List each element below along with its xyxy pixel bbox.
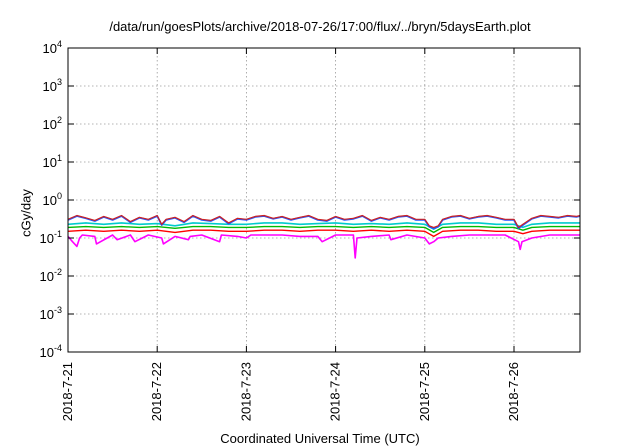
x-tick-label: 2018-7-21 [60, 362, 75, 421]
series-line-series-4 [67, 222, 580, 230]
x-tick-label: 2018-7-24 [328, 362, 343, 421]
y-tick-label: 10-4 [40, 343, 62, 360]
tick-layer [67, 47, 580, 353]
y-tick-label: 10-2 [40, 267, 62, 284]
x-axis-label: Coordinated Universal Time (UTC) [220, 431, 420, 446]
label-layer: 10-4 10-3 10-2 10-1 100 101 102 103 104 2018-7-21… [40, 39, 521, 421]
y-tick-label: 102 [43, 115, 62, 132]
y-tick-label: 10-1 [40, 229, 62, 246]
y-tick-label: 100 [43, 191, 62, 208]
y-tick-label: 101 [43, 153, 62, 170]
chart-title: /data/run/goesPlots/archive/2018-07-26/1… [109, 19, 531, 34]
series-line-series-2 [67, 229, 580, 238]
series-layer [67, 214, 581, 259]
series-line-series-1 [67, 234, 580, 259]
grid-layer [68, 48, 580, 352]
y-tick-label: 103 [43, 77, 62, 94]
y-tick-label: 10-3 [40, 305, 62, 322]
x-tick-label: 2018-7-25 [417, 362, 432, 421]
x-tick-label: 2018-7-23 [238, 362, 253, 421]
y-tick-label: 104 [43, 39, 62, 56]
x-tick-label: 2018-7-26 [506, 362, 521, 421]
series-line-series-6 [67, 214, 581, 228]
series-line-series-3 [67, 225, 580, 234]
x-tick-label: 2018-7-22 [149, 362, 164, 421]
